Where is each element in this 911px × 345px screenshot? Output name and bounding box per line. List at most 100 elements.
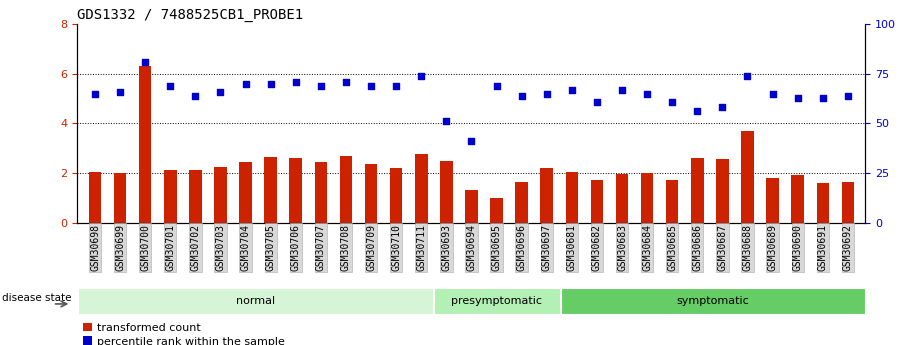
Text: GSM30706: GSM30706 bbox=[291, 224, 301, 271]
Bar bbox=[716, 159, 729, 223]
Point bbox=[163, 83, 178, 88]
Point bbox=[138, 59, 152, 65]
Point bbox=[589, 99, 604, 104]
Bar bbox=[114, 173, 127, 223]
Text: normal: normal bbox=[236, 296, 275, 306]
Text: GSM30686: GSM30686 bbox=[692, 224, 702, 271]
Text: GSM30695: GSM30695 bbox=[492, 224, 502, 271]
Text: GSM30709: GSM30709 bbox=[366, 224, 376, 271]
Point bbox=[815, 95, 830, 100]
Text: symptomatic: symptomatic bbox=[677, 296, 750, 306]
Text: GSM30707: GSM30707 bbox=[316, 224, 326, 271]
Text: disease state: disease state bbox=[2, 293, 71, 303]
Bar bbox=[364, 164, 377, 223]
Point bbox=[515, 93, 529, 98]
Bar bbox=[540, 168, 553, 223]
Text: GDS1332 / 7488525CB1_PROBE1: GDS1332 / 7488525CB1_PROBE1 bbox=[77, 8, 303, 22]
Text: GSM30704: GSM30704 bbox=[241, 224, 251, 271]
Bar bbox=[240, 162, 251, 223]
Text: GSM30711: GSM30711 bbox=[416, 224, 426, 271]
Text: GSM30683: GSM30683 bbox=[617, 224, 627, 271]
Point bbox=[539, 91, 554, 96]
Point bbox=[389, 83, 404, 88]
Point bbox=[339, 79, 353, 85]
Point bbox=[263, 81, 278, 87]
Point bbox=[188, 93, 202, 98]
Point bbox=[665, 99, 680, 104]
Text: GSM30700: GSM30700 bbox=[140, 224, 150, 271]
Bar bbox=[138, 66, 151, 223]
Bar bbox=[666, 180, 679, 223]
Bar bbox=[516, 181, 527, 223]
Bar bbox=[766, 178, 779, 223]
Text: GSM30689: GSM30689 bbox=[768, 224, 778, 271]
Bar bbox=[214, 167, 227, 223]
Text: GSM30708: GSM30708 bbox=[341, 224, 351, 271]
Bar bbox=[440, 160, 453, 223]
Point bbox=[87, 91, 102, 96]
Point bbox=[615, 87, 630, 92]
Point bbox=[741, 73, 755, 79]
Text: GSM30701: GSM30701 bbox=[165, 224, 175, 271]
Point bbox=[841, 93, 855, 98]
Bar bbox=[566, 172, 578, 223]
Bar bbox=[816, 183, 829, 223]
Text: GSM30688: GSM30688 bbox=[742, 224, 752, 271]
Bar bbox=[264, 157, 277, 223]
Text: presymptomatic: presymptomatic bbox=[451, 296, 542, 306]
Text: GSM30681: GSM30681 bbox=[567, 224, 577, 271]
Text: GSM30691: GSM30691 bbox=[818, 224, 828, 271]
Point bbox=[791, 95, 805, 100]
Text: GSM30682: GSM30682 bbox=[592, 224, 602, 271]
Text: GSM30703: GSM30703 bbox=[216, 224, 226, 271]
Text: GSM30692: GSM30692 bbox=[843, 224, 853, 271]
Text: GSM30684: GSM30684 bbox=[642, 224, 652, 271]
Text: GSM30696: GSM30696 bbox=[517, 224, 527, 271]
Point bbox=[363, 83, 378, 88]
Bar bbox=[842, 181, 855, 223]
Text: GSM30690: GSM30690 bbox=[793, 224, 803, 271]
Text: GSM30687: GSM30687 bbox=[717, 224, 727, 271]
Text: GSM30697: GSM30697 bbox=[542, 224, 552, 271]
Text: GSM30693: GSM30693 bbox=[441, 224, 451, 271]
Point bbox=[690, 109, 704, 114]
Point bbox=[289, 79, 303, 85]
Text: GSM30698: GSM30698 bbox=[90, 224, 100, 271]
Point bbox=[715, 105, 730, 110]
Text: GSM30710: GSM30710 bbox=[391, 224, 401, 271]
Text: GSM30702: GSM30702 bbox=[190, 224, 200, 271]
Bar bbox=[340, 156, 353, 223]
Bar bbox=[616, 174, 629, 223]
FancyBboxPatch shape bbox=[434, 288, 560, 314]
Bar bbox=[88, 172, 101, 223]
Bar bbox=[691, 158, 703, 223]
Bar bbox=[466, 190, 477, 223]
FancyBboxPatch shape bbox=[561, 288, 865, 314]
Point bbox=[113, 89, 128, 95]
Legend: transformed count, percentile rank within the sample: transformed count, percentile rank withi… bbox=[83, 323, 285, 345]
Bar bbox=[640, 173, 653, 223]
Point bbox=[464, 138, 478, 144]
Bar bbox=[189, 170, 201, 223]
Bar bbox=[390, 168, 403, 223]
Text: GSM30699: GSM30699 bbox=[115, 224, 125, 271]
Point bbox=[439, 119, 454, 124]
Text: GSM30685: GSM30685 bbox=[667, 224, 677, 271]
FancyBboxPatch shape bbox=[78, 288, 433, 314]
Point bbox=[565, 87, 579, 92]
Bar bbox=[164, 170, 177, 223]
Bar bbox=[742, 131, 753, 223]
Point bbox=[414, 73, 428, 79]
Point bbox=[640, 91, 654, 96]
Bar bbox=[490, 198, 503, 223]
Text: GSM30705: GSM30705 bbox=[266, 224, 276, 271]
Point bbox=[489, 83, 504, 88]
Text: GSM30694: GSM30694 bbox=[466, 224, 476, 271]
Bar bbox=[314, 162, 327, 223]
Point bbox=[765, 91, 780, 96]
Point bbox=[239, 81, 253, 87]
Point bbox=[313, 83, 328, 88]
Bar bbox=[792, 175, 804, 223]
Bar bbox=[290, 158, 302, 223]
Bar bbox=[415, 154, 427, 223]
